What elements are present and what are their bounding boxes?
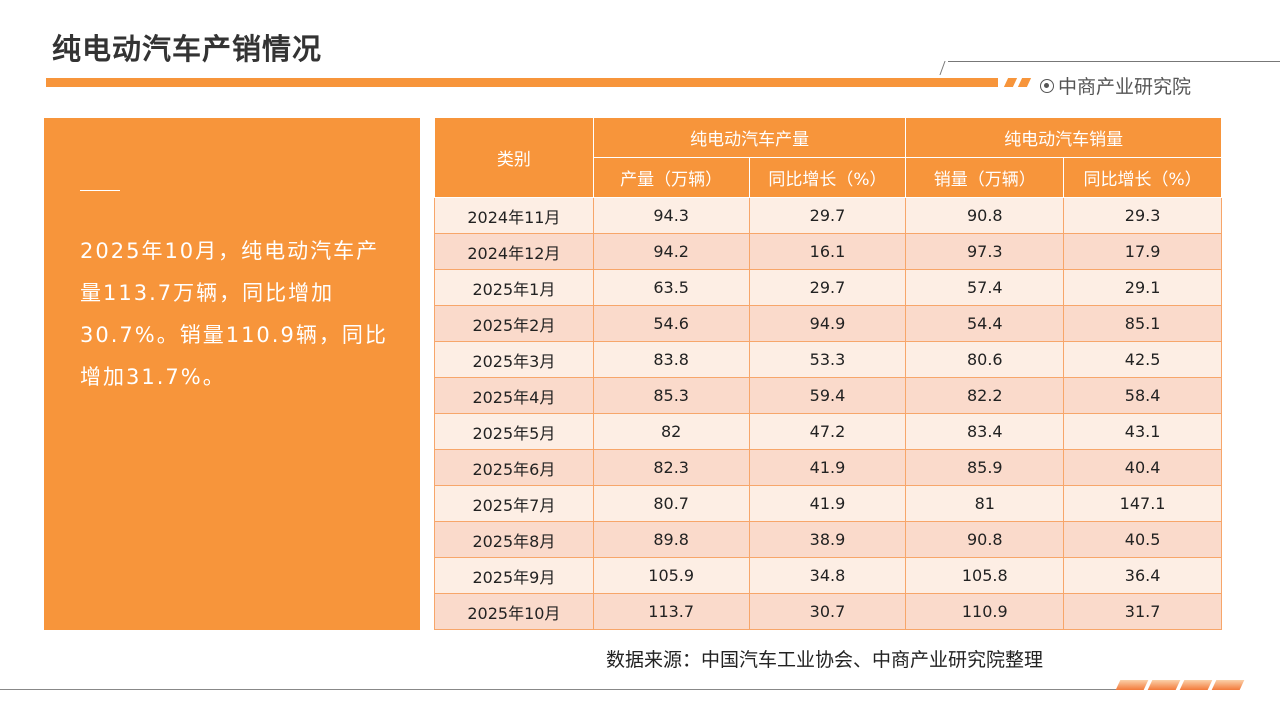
table-cell: 85.9 [905,449,1065,486]
table-cell: 29.7 [748,269,907,306]
table-cell: 82.3 [592,449,750,486]
table-row: 2025年3月 83.8 53.3 80.6 42.5 [434,341,1222,378]
table-cell: 80.7 [592,485,750,522]
table-cell: 47.2 [748,413,907,450]
table-cell: 105.8 [905,557,1065,594]
table-cell: 40.4 [1063,449,1222,486]
row-label: 2025年8月 [434,521,594,558]
table-cell: 59.4 [748,377,907,414]
table-cell: 17.9 [1063,233,1222,270]
table-cell: 82.2 [905,377,1065,414]
row-label: 2025年10月 [434,593,594,630]
source-note: 数据来源：中国汽车工业协会、中商产业研究院整理 [606,649,1044,671]
table-cell: 36.4 [1063,557,1222,594]
table-cell: 89.8 [592,521,750,558]
table-cell: 94.2 [592,233,750,270]
panel-dash [80,190,120,191]
decor-slash [1003,78,1018,87]
group-header: 纯电动汽车销量 [905,117,1222,158]
row-label: 2025年1月 [434,269,594,306]
table-row: 2025年8月 89.8 38.9 90.8 40.5 [434,521,1222,558]
footer-line [0,689,1120,690]
table-row: 2025年7月 80.7 41.9 81 147.1 [434,485,1222,522]
table-row: 2025年1月 63.5 29.7 57.4 29.1 [434,269,1222,306]
decor-dash [1211,680,1245,690]
brand-name: 中商产业研究院 [1058,76,1192,98]
row-label: 2024年11月 [434,197,594,234]
table-row: 2025年6月 82.3 41.9 85.9 40.4 [434,449,1222,486]
page-title: 纯电动汽车产销情况 [52,32,323,66]
column-header: 同比增长（%） [748,157,907,198]
table-cell: 41.9 [748,449,907,486]
table-cell: 85.3 [592,377,750,414]
column-header: 销量（万辆） [905,157,1065,198]
table-cell: 82 [592,413,750,450]
group-header: 纯电动汽车产量 [592,117,907,158]
row-label: 2025年6月 [434,449,594,486]
table-cell: 53.3 [748,341,907,378]
row-label: 2025年2月 [434,305,594,342]
title-underline [46,78,998,87]
row-label: 2025年4月 [434,377,594,414]
summary-panel: 2025年10月，纯电动汽车产量113.7万辆，同比增加30.7%。销量110.… [44,118,420,630]
row-label: 2025年9月 [434,557,594,594]
table-cell: 94.9 [748,305,907,342]
table-row: 2025年9月 105.9 34.8 105.8 36.4 [434,557,1222,594]
table-cell: 90.8 [905,521,1065,558]
table-cell: 105.9 [592,557,750,594]
table-row: 2025年2月 54.6 94.9 54.4 85.1 [434,305,1222,342]
table-cell: 30.7 [748,593,907,630]
decor-slash [1017,78,1032,87]
table-cell: 97.3 [905,233,1065,270]
table-cell: 147.1 [1063,485,1222,522]
table-cell: 16.1 [748,233,907,270]
table-cell: 42.5 [1063,341,1222,378]
table-row: 2025年4月 85.3 59.4 82.2 58.4 [434,377,1222,414]
table-cell: 38.9 [748,521,907,558]
table-cell: 40.5 [1063,521,1222,558]
table-cell: 58.4 [1063,377,1222,414]
table-cell: 41.9 [748,485,907,522]
table-cell: 29.7 [748,197,907,234]
table-row: 2025年5月 82 47.2 83.4 43.1 [434,413,1222,450]
table-cell: 63.5 [592,269,750,306]
table-cell: 80.6 [905,341,1065,378]
row-label: 2025年3月 [434,341,594,378]
table-cell: 31.7 [1063,593,1222,630]
table-cell: 113.7 [592,593,750,630]
table-cell: 81 [905,485,1065,522]
divider [948,61,1280,62]
column-header: 同比增长（%） [1063,157,1222,198]
table-cell: 43.1 [1063,413,1222,450]
table-row: 2024年11月 94.3 29.7 90.8 29.3 [434,197,1222,234]
table-cell: 29.3 [1063,197,1222,234]
divider [939,61,946,75]
table-cell: 54.4 [905,305,1065,342]
decor-dash [1179,680,1213,690]
decor-dash [1147,680,1181,690]
row-label: 2025年5月 [434,413,594,450]
data-table: 类别 纯电动汽车产量 纯电动汽车销量 产量（万辆） 同比增长（%） 销量（万辆）… [434,117,1222,630]
row-label: 2024年12月 [434,233,594,270]
table-cell: 54.6 [592,305,750,342]
column-header: 产量（万辆） [592,157,750,198]
table-cell: 90.8 [905,197,1065,234]
table-cell: 83.8 [592,341,750,378]
table-row: 2025年10月 113.7 30.7 110.9 31.7 [434,593,1222,630]
table-cell: 85.1 [1063,305,1222,342]
summary-text: 2025年10月，纯电动汽车产量113.7万辆，同比增加30.7%。销量110.… [80,239,388,389]
logo-icon [1040,78,1054,93]
table-cell: 57.4 [905,269,1065,306]
brand-logo: 中商产业研究院 [1040,72,1191,99]
table-cell: 110.9 [905,593,1065,630]
table-cell: 83.4 [905,413,1065,450]
table-row: 2024年12月 94.2 16.1 97.3 17.9 [434,233,1222,270]
decor-dash [1115,680,1149,690]
table-cell: 34.8 [748,557,907,594]
row-label: 2025年7月 [434,485,594,522]
table-cell: 94.3 [592,197,750,234]
category-header: 类别 [434,117,594,198]
table-cell: 29.1 [1063,269,1222,306]
